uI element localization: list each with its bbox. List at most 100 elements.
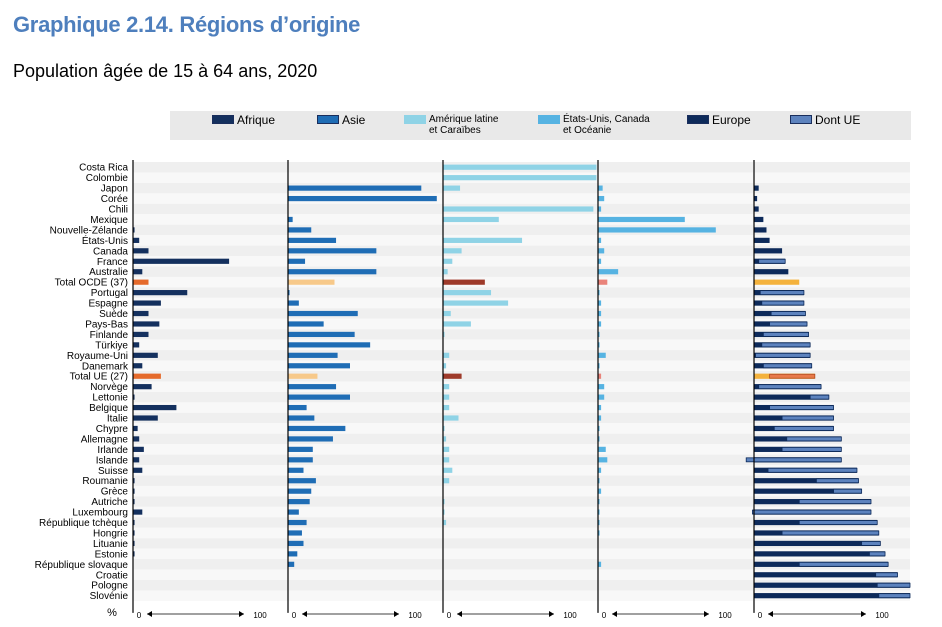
row-stripe bbox=[754, 214, 910, 225]
bar bbox=[861, 541, 881, 546]
bar bbox=[875, 572, 898, 578]
bar bbox=[443, 258, 453, 264]
bar bbox=[598, 237, 602, 243]
row-stripe bbox=[598, 423, 753, 434]
row-stripe bbox=[133, 360, 288, 371]
category-label: Roumanie bbox=[82, 476, 128, 487]
bar bbox=[133, 436, 140, 442]
category-label: Corée bbox=[101, 194, 129, 205]
bar bbox=[443, 519, 447, 526]
bar bbox=[759, 290, 805, 296]
axis-arrow-right bbox=[861, 611, 866, 617]
bar bbox=[754, 185, 759, 191]
axis-arrow-left bbox=[302, 611, 307, 617]
row-stripe bbox=[288, 402, 443, 413]
row-stripe bbox=[133, 371, 288, 382]
row-stripe bbox=[133, 391, 288, 403]
row-stripe bbox=[288, 371, 443, 382]
category-label: Slovénie bbox=[90, 591, 129, 602]
row-stripe bbox=[598, 360, 753, 371]
bar bbox=[133, 446, 144, 452]
bar bbox=[288, 185, 422, 191]
legend-item-asie: Asie bbox=[317, 111, 365, 140]
bar bbox=[598, 394, 605, 400]
bar bbox=[762, 332, 809, 337]
bar bbox=[288, 478, 316, 484]
bar bbox=[598, 342, 600, 348]
row-stripe bbox=[133, 412, 288, 424]
row-stripe bbox=[133, 485, 288, 497]
row-stripe bbox=[598, 318, 753, 330]
bar bbox=[288, 561, 295, 567]
bar bbox=[754, 227, 767, 233]
bar bbox=[288, 384, 337, 390]
bar bbox=[770, 311, 806, 316]
category-label: Italie bbox=[107, 414, 129, 425]
row-stripe bbox=[133, 162, 288, 173]
bar bbox=[288, 446, 313, 452]
row-stripe bbox=[288, 172, 443, 183]
row-stripe bbox=[443, 412, 598, 424]
bar bbox=[288, 394, 350, 400]
bar bbox=[598, 519, 600, 526]
bar bbox=[598, 269, 619, 275]
bar bbox=[598, 331, 600, 338]
row-stripe bbox=[443, 193, 598, 204]
bar bbox=[754, 478, 859, 484]
bar bbox=[133, 248, 149, 254]
row-stripe bbox=[443, 391, 598, 403]
bar bbox=[443, 237, 523, 243]
axis-tick-label: 100 bbox=[563, 611, 577, 620]
row-stripe bbox=[443, 548, 598, 560]
legend-swatch-asie bbox=[317, 115, 339, 124]
bar bbox=[754, 593, 910, 599]
bar bbox=[288, 499, 310, 505]
bar bbox=[754, 216, 764, 223]
row-stripe bbox=[443, 287, 598, 298]
bar bbox=[767, 467, 858, 473]
row-stripe bbox=[288, 350, 443, 361]
bar bbox=[598, 415, 602, 421]
row-stripe bbox=[754, 391, 910, 403]
row-stripe bbox=[133, 350, 288, 361]
category-label: Croatie bbox=[96, 570, 129, 581]
bar bbox=[443, 457, 450, 463]
legend-label: Europe bbox=[712, 113, 751, 127]
row-stripe bbox=[443, 402, 598, 413]
page-subtitle: Population âgée de 15 à 64 ans, 2020 bbox=[13, 61, 318, 81]
bar bbox=[443, 216, 499, 223]
row-stripe bbox=[443, 580, 598, 591]
bar bbox=[598, 300, 602, 306]
bar bbox=[876, 582, 911, 588]
row-stripe bbox=[288, 214, 443, 225]
row-stripe bbox=[133, 224, 288, 236]
row-stripe bbox=[133, 559, 288, 570]
row-stripe bbox=[443, 276, 598, 288]
row-stripe bbox=[288, 444, 443, 455]
axis-tick-label: 100 bbox=[875, 611, 889, 620]
bar bbox=[133, 310, 149, 317]
axis-arrow-right bbox=[394, 611, 399, 617]
axis-tick-label: 0 bbox=[137, 611, 142, 620]
bar bbox=[133, 425, 138, 432]
row-stripe bbox=[288, 391, 443, 403]
category-label: Pays-Bas bbox=[85, 319, 128, 330]
row-stripe bbox=[443, 506, 598, 518]
row-stripe bbox=[598, 517, 753, 528]
row-stripe bbox=[133, 454, 288, 466]
row-stripe bbox=[443, 371, 598, 382]
category-label: Lettonie bbox=[92, 393, 128, 404]
legend-label-line: États-Unis, Canada bbox=[563, 114, 650, 125]
axis-tick-label: 0 bbox=[602, 611, 607, 620]
axis-arrow-left bbox=[147, 611, 152, 617]
row-stripe bbox=[754, 245, 910, 257]
axis-tick-label: 0 bbox=[292, 611, 297, 620]
row-stripe bbox=[288, 559, 443, 570]
row-stripe bbox=[133, 527, 288, 539]
bar bbox=[133, 269, 143, 275]
row-stripe bbox=[288, 548, 443, 560]
bar bbox=[754, 582, 910, 588]
row-stripe bbox=[598, 433, 753, 445]
bar bbox=[288, 227, 312, 233]
bar bbox=[288, 331, 355, 338]
